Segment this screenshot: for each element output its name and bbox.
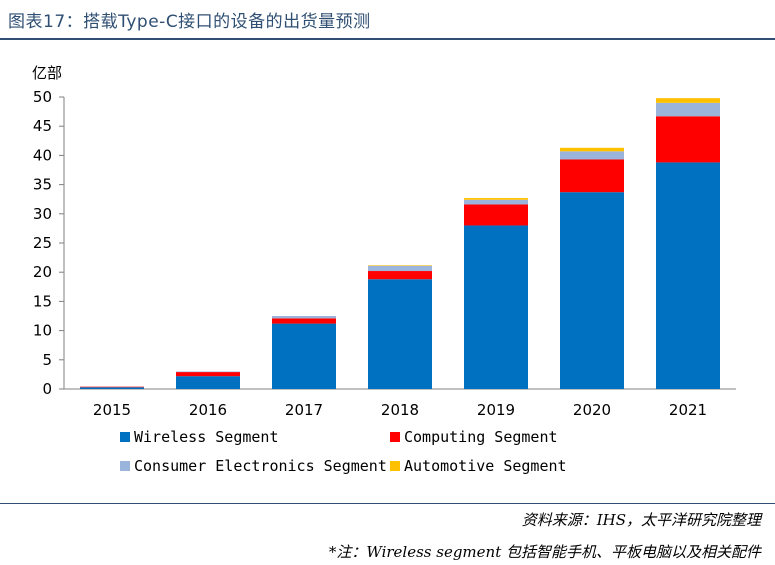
x-tick-label: 2020 xyxy=(573,401,611,419)
legend-swatch xyxy=(390,432,400,442)
legend-label: Computing Segment xyxy=(404,428,558,446)
source-note: 资料来源：IHS，太平洋研究院整理 xyxy=(521,511,761,529)
bar-segment-computing-segment xyxy=(656,116,720,163)
legend-swatch xyxy=(120,432,130,442)
bar-segment-computing-segment xyxy=(464,204,528,226)
x-tick-label: 2015 xyxy=(93,401,131,419)
x-tick-label: 2021 xyxy=(669,401,707,419)
legend-item: Automotive Segment xyxy=(390,457,567,475)
footer-divider xyxy=(0,503,775,504)
bar-segment-computing-segment xyxy=(176,372,240,377)
y-tick-label: 50 xyxy=(33,88,52,106)
bar-segment-consumer-electronics-segment xyxy=(464,199,528,205)
bar-segment-automotive-segment xyxy=(656,98,720,103)
bar-segment-wireless-segment xyxy=(368,279,432,389)
legend-swatch xyxy=(390,461,400,471)
bar-segment-wireless-segment xyxy=(560,192,624,389)
bar-segment-wireless-segment xyxy=(272,323,336,389)
footnote: *注：Wireless segment 包括智能手机、平板电脑以及相关配件 xyxy=(328,543,761,561)
y-tick-label: 40 xyxy=(33,146,52,164)
bar-segment-computing-segment xyxy=(80,386,144,388)
bar-segment-consumer-electronics-segment xyxy=(368,265,432,272)
legend-item: Consumer Electronics Segment xyxy=(120,457,387,475)
legend-item: Computing Segment xyxy=(390,428,558,446)
bar-segment-computing-segment xyxy=(272,318,336,324)
title-divider xyxy=(0,38,775,40)
legend-label: Wireless Segment xyxy=(134,428,279,446)
x-tick-label: 2018 xyxy=(381,401,419,419)
y-axis-unit-label: 亿部 xyxy=(32,64,62,82)
legend-swatch xyxy=(120,461,130,471)
x-tick-label: 2016 xyxy=(189,401,227,419)
stacked-bar-chart: 亿部 0 5 10 15 20 25 30 35 40 45 50 2015 2016 2017 2018… xyxy=(32,64,736,475)
bar-segment-consumer-electronics-segment xyxy=(176,371,240,373)
bar-segment-automotive-segment xyxy=(368,265,432,266)
bar-segment-computing-segment xyxy=(368,271,432,280)
y-tick-label: 15 xyxy=(33,292,52,310)
y-tick-label: 35 xyxy=(33,176,52,194)
x-tick-label: 2019 xyxy=(477,401,515,419)
y-tick-label: 10 xyxy=(33,322,52,340)
y-tick-label: 0 xyxy=(42,380,52,398)
y-tick-label: 30 xyxy=(33,205,52,223)
bar-segment-consumer-electronics-segment xyxy=(656,102,720,117)
y-axis: 0 5 10 15 20 25 30 35 40 45 50 xyxy=(33,88,65,398)
bar-segment-wireless-segment xyxy=(176,376,240,389)
bar-segment-computing-segment xyxy=(560,159,624,193)
bar-segment-wireless-segment xyxy=(656,162,720,389)
x-tick-label: 2017 xyxy=(285,401,323,419)
bar-segment-consumer-electronics-segment xyxy=(272,316,336,319)
y-tick-label: 25 xyxy=(33,234,52,252)
bar-segment-consumer-electronics-segment xyxy=(560,151,624,160)
y-tick-label: 20 xyxy=(33,263,52,281)
page-title: 图表17：搭载Type-C接口的设备的出货量预测 xyxy=(8,12,371,32)
y-tick-label: 5 xyxy=(42,351,52,369)
legend-item: Wireless Segment xyxy=(120,428,279,446)
bar-segment-automotive-segment xyxy=(560,147,624,152)
legend-label: Automotive Segment xyxy=(404,457,567,475)
bar-segment-wireless-segment xyxy=(80,387,144,389)
legend: Wireless Segment Computing Segment Consume… xyxy=(120,428,567,475)
y-tick-label: 45 xyxy=(33,117,52,135)
bar-segment-wireless-segment xyxy=(464,225,528,389)
x-axis: 2015 2016 2017 2018 2019 2020 2021 xyxy=(64,388,736,419)
legend-label: Consumer Electronics Segment xyxy=(134,457,387,475)
bar-segment-automotive-segment xyxy=(464,198,528,200)
bars-group xyxy=(80,98,720,389)
